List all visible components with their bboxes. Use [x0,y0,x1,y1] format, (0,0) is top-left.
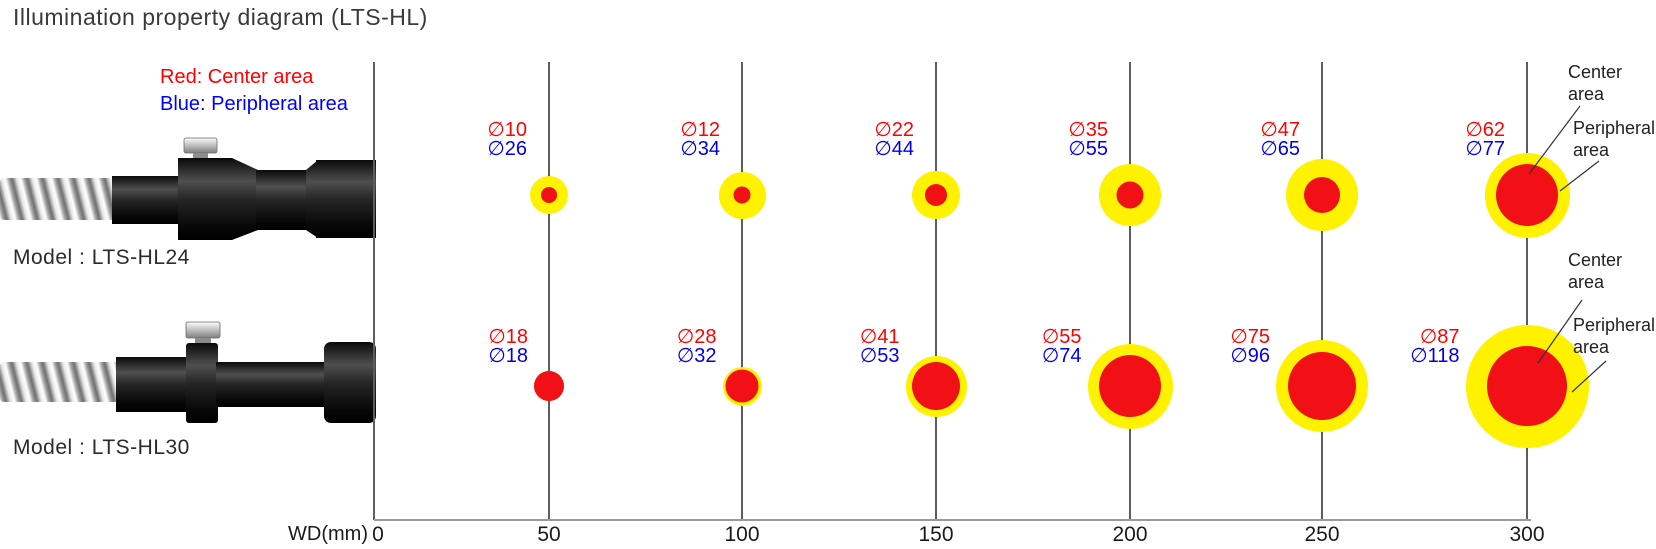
center-spot [925,184,947,206]
page-title: Illumination property diagram (LTS-HL) [13,4,428,30]
center-diameter-value: ∅35 [1068,119,1108,141]
axis-tick-label: 300 [1509,523,1545,546]
peripheral-diameter-value: ∅65 [1260,138,1300,160]
grid-line-wd-100 [741,62,743,520]
illumination-spot-LTS-HL30-wd100 [722,366,762,406]
peripheral-diameter-value: ∅53 [859,345,900,367]
axis-tick-label: 0 [372,523,384,546]
x-axis-line [374,519,1531,521]
diameter-label-LTS-HL30-wd150: ∅41 ∅53 [859,326,900,367]
model-label-lts-hl24: Model : LTS-HL24 [13,246,190,269]
diameter-label-LTS-HL30-wd250: ∅75 ∅96 [1230,326,1270,367]
illumination-spot-LTS-HL24-wd300 [1484,152,1570,238]
illumination-spot-LTS-HL30-wd150 [905,355,967,417]
diameter-label-LTS-HL24-wd200: ∅35 ∅55 [1068,119,1108,160]
center-spot [733,186,751,204]
diameter-label-LTS-HL30-wd50: ∅18 ∅18 [488,326,528,367]
center-diameter-value: ∅12 [680,119,720,141]
thumbscrew [185,321,221,339]
center-diameter-value: ∅41 [859,326,900,348]
axis-tick-label: 150 [918,523,954,546]
diameter-label-LTS-HL30-wd300: ∅87 ∅118 [1410,326,1460,367]
axis-tick-label: 250 [1304,523,1340,546]
device-photo-lts-hl24 [0,137,376,240]
x-axis-title: WD(mm) [288,523,368,545]
model-label-lts-hl30: Model : LTS-HL30 [13,436,190,459]
peripheral-diameter-value: ∅77 [1465,138,1505,160]
center-spot [1304,177,1340,213]
annotation-peripheral-area-row2: Peripheral area [1573,315,1656,357]
device-photo-lts-hl30 [0,321,376,423]
illumination-spot-LTS-HL24-wd150 [912,171,960,219]
peripheral-diameter-value: ∅44 [874,138,914,160]
legend-peripheral-area: Blue: Peripheral area [160,93,348,115]
peripheral-diameter-value: ∅26 [487,138,527,160]
grid-line-wd-0 [373,62,375,520]
center-spot [1487,346,1567,426]
axis-tick-label: 100 [724,523,760,546]
illumination-spot-LTS-HL24-wd200 [1099,164,1161,226]
center-spot [1496,164,1558,226]
center-diameter-value: ∅75 [1230,326,1270,348]
diameter-label-LTS-HL30-wd100: ∅28 ∅32 [676,326,717,367]
peripheral-diameter-value: ∅32 [676,345,717,367]
annotation-peripheral-area-row1: Peripheral area [1573,118,1656,160]
peripheral-diameter-value: ∅118 [1410,345,1460,367]
grid-line-wd-150 [935,62,937,520]
diameter-label-LTS-HL24-wd300: ∅62 ∅77 [1465,119,1505,160]
illumination-spot-LTS-HL30-wd250 [1276,340,1368,432]
center-spot [1288,352,1356,420]
center-diameter-value: ∅28 [676,326,717,348]
flexible-tube [0,362,120,402]
center-diameter-value: ∅87 [1419,326,1460,348]
diameter-label-LTS-HL30-wd200: ∅55 ∅74 [1041,326,1082,367]
illumination-spot-LTS-HL30-wd200 [1087,343,1173,429]
thumbscrew [183,137,218,154]
center-diameter-value: ∅22 [874,119,914,141]
illumination-spot-LTS-HL30-wd50 [534,371,564,401]
diameter-label-LTS-HL24-wd250: ∅47 ∅65 [1260,119,1300,160]
axis-tick-label: 200 [1112,523,1148,546]
legend-center-area: Red: Center area [160,66,314,88]
grid-line-wd-250 [1321,62,1323,520]
illumination-spot-LTS-HL30-wd300 [1465,324,1589,448]
center-diameter-value: ∅10 [487,119,527,141]
axis-tick-label: 50 [537,523,561,546]
center-spot [1099,355,1161,417]
center-spot [541,187,557,203]
flexible-tube [0,178,118,220]
peripheral-diameter-value: ∅55 [1068,138,1108,160]
illumination-spot-LTS-HL24-wd250 [1286,159,1358,231]
center-diameter-value: ∅62 [1465,119,1505,141]
peripheral-diameter-value: ∅18 [488,345,528,367]
grid-line-wd-50 [548,62,550,520]
peripheral-diameter-value: ∅34 [680,138,720,160]
center-diameter-value: ∅18 [488,326,528,348]
peripheral-diameter-value: ∅74 [1041,345,1082,367]
center-spot [1116,181,1144,209]
diameter-label-LTS-HL24-wd100: ∅12 ∅34 [680,119,720,160]
grid-line-wd-200 [1129,62,1131,520]
center-spot [912,362,960,410]
center-spot [534,371,564,401]
center-diameter-value: ∅47 [1260,119,1300,141]
annotation-center-area-row1: Center area [1568,62,1623,104]
center-spot [725,369,759,403]
diameter-label-LTS-HL24-wd50: ∅10 ∅26 [487,119,527,160]
peripheral-diameter-value: ∅96 [1230,345,1270,367]
annotation-center-area-row2: Center area [1568,250,1623,292]
illumination-spot-LTS-HL24-wd50 [530,176,568,214]
grid-line-wd-300 [1526,62,1528,520]
illumination-spot-LTS-HL24-wd100 [718,171,766,219]
diameter-label-LTS-HL24-wd150: ∅22 ∅44 [874,119,914,160]
center-diameter-value: ∅55 [1041,326,1082,348]
